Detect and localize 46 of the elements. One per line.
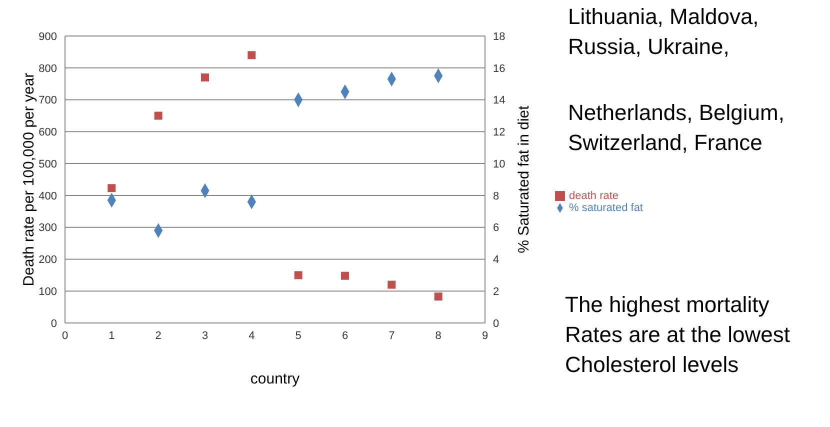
y-tick-label: 200 [38,254,57,266]
x-tick-label: 6 [342,330,348,342]
y2-tick-label: 10 [493,158,506,170]
text: Netherlands, Belgium, Switzerland, France [568,99,786,157]
x-tick-label: 8 [435,330,442,342]
point [108,184,116,192]
point [388,280,396,289]
x-tick-label: 9 [482,330,488,342]
x-tick-label: 4 [248,330,255,342]
point [154,112,162,120]
y2-axis-title: % Saturated fat in diet [515,104,532,254]
y2-tick-label: 12 [493,126,506,139]
y-tick-label: 700 [38,94,57,107]
point [434,292,442,301]
y2-tick-label: 8 [493,190,500,202]
legend-label: death rate [569,190,619,202]
legend-label: % saturated fat [569,202,643,214]
x-tick-label: 2 [155,330,162,342]
y-tick-label: 0 [50,318,57,330]
y-tick-label: 900 [38,30,57,43]
x-tick-label: 1 [108,330,115,342]
y2-tick-label: 2 [493,286,500,298]
x-axis-title: country [250,370,300,388]
x-tick-label: 0 [62,330,68,342]
y-tick-label: 300 [38,222,57,234]
y-tick-label: 600 [38,126,57,139]
point [341,272,349,280]
y-axis-title: Death rate per 100,000 per year [20,72,38,286]
y2-tick-label: 4 [493,254,500,266]
x-tick-label: 7 [388,330,395,342]
y2-tick-label: 14 [493,94,506,107]
point [248,51,256,60]
x-tick-label: 5 [295,330,302,342]
text: The highest mortality Rates are at the lowest Cholesterol levels [565,291,792,379]
point [201,73,209,82]
y-tick-label: 400 [38,190,57,202]
point [294,271,302,280]
y-tick-label: 100 [38,286,57,298]
y2-tick-label: 16 [493,62,506,75]
y2-tick-label: 18 [493,30,506,43]
x-tick-label: 3 [202,330,208,342]
y-tick-label: 800 [38,62,57,75]
y2-tick-label: 0 [493,318,500,330]
text: Lithuania, Maldova, Russia, Ukraine, [568,3,760,61]
y2-tick-label: 6 [493,222,500,234]
y-tick-label: 500 [38,158,57,170]
